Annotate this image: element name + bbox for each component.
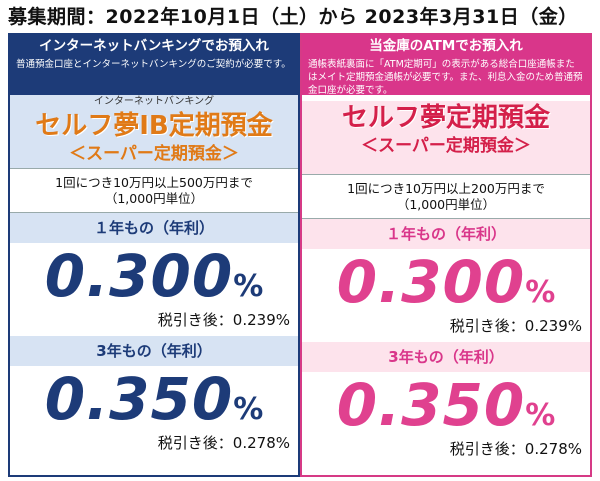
rate-3yr-percent: % <box>233 392 264 427</box>
rate-1yr: 0.300% <box>302 248 590 316</box>
after-tax-1yr: 税引き後：0.239% <box>157 311 290 329</box>
amount-info: 1回につき10万円以上500万円まで （1,000円単位） <box>10 168 298 213</box>
product-subtitle: ＜スーパー定期預金＞ <box>69 144 239 164</box>
rate-1yr: 0.300% <box>10 242 298 310</box>
header-note: 通帳表紙裏面に「ATM定期可」の表示がある総合口座通帳またはメイト定期預金通帳が… <box>308 59 583 96</box>
product-banner: セルフ夢定期預金 ＜スーパー定期預金＞ <box>302 101 590 174</box>
header-title: 当金庫のATMでお預入れ <box>369 38 523 54</box>
header-title: インターネットバンキングでお預入れ <box>39 38 269 54</box>
rate-3yr-value: 0.350 <box>336 371 526 439</box>
rate-1yr-value: 0.300 <box>336 248 526 316</box>
atm-header: 当金庫のATMでお預入れ 通帳表紙裏面に「ATM定期可」の表示がある総合口座通帳… <box>302 35 590 96</box>
amount-line-1: 1回につき10万円以上200万円まで <box>347 181 545 196</box>
product-small-label: インターネットバンキング <box>93 96 215 107</box>
amount-info: 1回につき10万円以上200万円まで （1,000円単位） <box>302 174 590 219</box>
term-3yr-label: 3年もの（年利） <box>10 336 298 366</box>
after-tax-3yr: 税引き後：0.278% <box>449 440 582 458</box>
product-name: セルフ夢IB定期預金 <box>35 111 273 141</box>
campaign-period: 募集期間：2022年10月1日（土）から 2023年3月31日（金） <box>8 6 578 28</box>
internet-banking-header: インターネットバンキングでお預入れ 普通預金口座とインターネットバンキングのご契… <box>10 35 298 95</box>
rate-3yr-percent: % <box>525 398 556 433</box>
product-subtitle: ＜スーパー定期預金＞ <box>361 136 531 156</box>
header-note: 普通預金口座とインターネットバンキングのご契約が必要です。 <box>16 59 291 70</box>
rate-3yr: 0.350% <box>10 365 298 433</box>
internet-banking-column: インターネットバンキングでお預入れ 普通預金口座とインターネットバンキングのご契… <box>8 33 300 477</box>
amount-line-1: 1回につき10万円以上500万円まで <box>55 175 253 190</box>
rate-1yr-percent: % <box>233 269 264 304</box>
rate-3yr-value: 0.350 <box>44 365 234 433</box>
product-name: セルフ夢定期預金 <box>341 103 550 133</box>
amount-line-2: （1,000円単位） <box>396 197 496 212</box>
after-tax-3yr: 税引き後：0.278% <box>157 434 290 452</box>
rate-3yr: 0.350% <box>302 371 590 439</box>
term-1yr-label: １年もの（年利） <box>302 219 590 249</box>
product-banner: インターネットバンキング セルフ夢IB定期預金 ＜スーパー定期預金＞ <box>10 95 298 168</box>
term-3yr-label: 3年もの（年利） <box>302 342 590 372</box>
rate-1yr-value: 0.300 <box>44 242 234 310</box>
term-1yr-label: １年もの（年利） <box>10 213 298 243</box>
rate-1yr-percent: % <box>525 275 556 310</box>
atm-column: 当金庫のATMでお預入れ 通帳表紙裏面に「ATM定期可」の表示がある総合口座通帳… <box>300 33 592 477</box>
amount-line-2: （1,000円単位） <box>104 191 204 206</box>
after-tax-1yr: 税引き後：0.239% <box>449 317 582 335</box>
